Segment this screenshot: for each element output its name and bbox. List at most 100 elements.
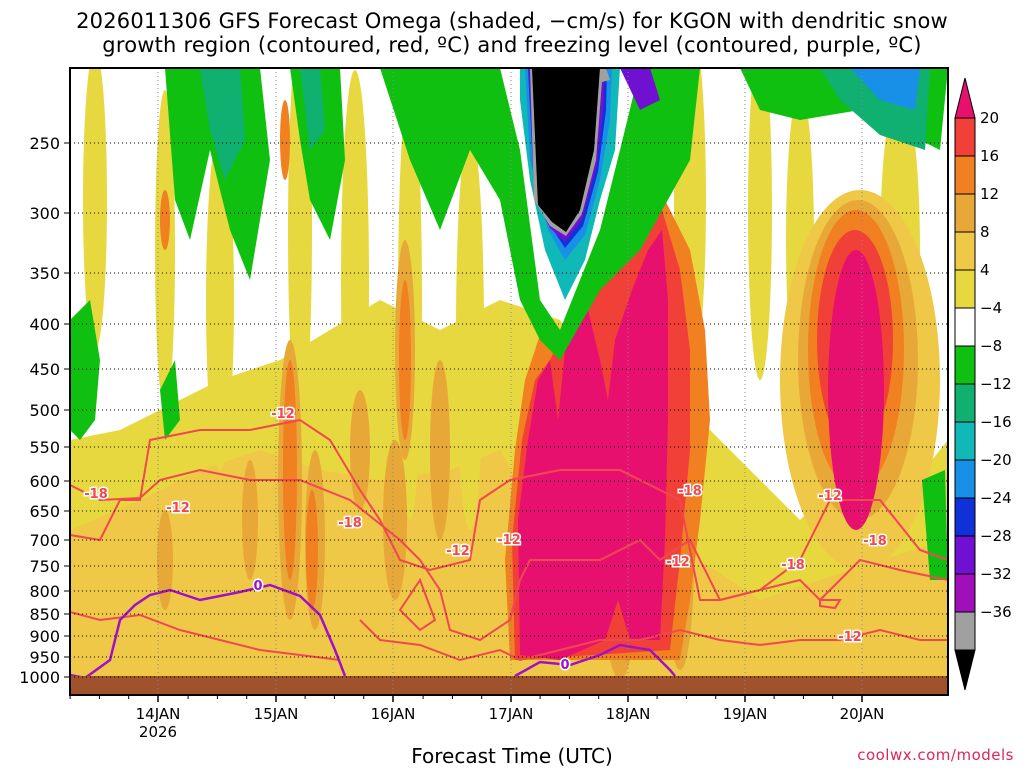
chart-title: 2026011306 GFS Forecast Omega (shaded, −…	[76, 9, 948, 33]
dendritic-contour	[359, 619, 948, 662]
colorbar-swatch	[954, 345, 976, 385]
x-axis: 14JAN 15JAN 16JAN 17JAN 18JAN 19JAN 20JAN 2026	[69, 695, 885, 741]
omega-shade-strong-down	[620, 68, 660, 110]
x-tick-label: 19JAN	[723, 705, 768, 723]
colorbar-label: −20	[980, 451, 1012, 469]
colorbar-swatch	[954, 231, 976, 271]
contour-layer	[70, 418, 948, 680]
omega-shade-extreme-down	[600, 68, 610, 82]
x-tick-label: 20JAN	[840, 705, 885, 723]
dendritic-contour-label: -12	[446, 544, 470, 559]
colorbar-label: 4	[980, 261, 990, 279]
omega-shade-weak-down	[160, 360, 180, 440]
y-tick-label: 600	[29, 472, 60, 491]
contour-labels: -18 -12 -12 -18 -12 -12 -18 -12 -18 -12 -18 -12 0 0	[83, 406, 889, 675]
colorbar-label: −28	[980, 527, 1012, 545]
y-tick-label: 350	[29, 264, 60, 283]
omega-shade-17jan-core	[518, 230, 668, 660]
omega-shade-moderate	[430, 360, 450, 540]
freezing-contour	[514, 643, 676, 678]
omega-shade-weak-down	[70, 300, 100, 440]
omega-shade-moderate	[157, 510, 173, 610]
omega-shade-weak-down	[290, 68, 345, 240]
colorbar-top-arrow	[954, 77, 976, 119]
y-tick-label: 850	[29, 605, 60, 624]
colorbar-label: −24	[980, 489, 1012, 507]
y-tick-label: 400	[29, 315, 60, 334]
x-tick-label: 14JAN	[136, 705, 181, 723]
x-year-label: 2026	[139, 723, 177, 741]
colorbar-swatch	[954, 117, 976, 157]
y-tick-label: 1000	[19, 668, 60, 687]
dendritic-contour-label: -18	[338, 516, 362, 531]
colorbar-swatch	[954, 155, 976, 195]
y-tick-label: 450	[29, 360, 60, 379]
colorbar: 20 16 12 8 4 −4 −8 −12 −16 −20 −24 −28 −32 −36	[954, 77, 1012, 691]
omega-shading	[70, 68, 948, 680]
omega-shade-moderate	[350, 390, 370, 510]
colorbar-swatch	[954, 307, 976, 347]
dendritic-contour-label: -12	[818, 489, 842, 504]
y-tick-label: 950	[29, 648, 60, 667]
colorbar-label: −4	[980, 299, 1002, 317]
omega-shade-weak-down	[380, 68, 700, 360]
y-tick-label: 750	[29, 557, 60, 576]
omega-shade-column	[341, 70, 369, 490]
y-tick-label: 250	[29, 134, 60, 153]
dendritic-contour-label: -18	[84, 487, 108, 502]
colorbar-label: 16	[980, 147, 999, 165]
omega-shade-strong	[160, 190, 170, 250]
colorbar-bottom-arrow	[954, 649, 976, 691]
colorbar-label: 12	[980, 185, 999, 203]
y-tick-label: 650	[29, 502, 60, 521]
freezing-contour	[70, 583, 347, 680]
grid-lines	[70, 68, 948, 695]
colorbar-swatch	[954, 611, 976, 651]
y-tick-label: 500	[29, 401, 60, 420]
x-tick-label: 18JAN	[606, 705, 651, 723]
colorbar-swatch	[954, 535, 976, 575]
colorbar-swatch	[954, 383, 976, 423]
omega-shade-moderate	[242, 460, 258, 580]
colorbar-swatch	[954, 459, 976, 499]
x-axis-label: Forecast Time (UTC)	[411, 744, 613, 768]
colorbar-label: 20	[980, 109, 999, 127]
omega-shade-strong	[280, 100, 290, 180]
colorbar-label: 8	[980, 223, 990, 241]
y-tick-label: 800	[29, 582, 60, 601]
chart-subtitle: growth region (contoured, red, ºC) and f…	[102, 33, 922, 57]
colorbar-swatch	[954, 421, 976, 461]
x-tick-label: 15JAN	[254, 705, 299, 723]
x-tick-label: 16JAN	[371, 705, 416, 723]
dendritic-contour-label: -18	[863, 534, 887, 549]
colorbar-label: −16	[980, 413, 1012, 431]
dendritic-contour	[70, 468, 948, 642]
credit-link[interactable]: coolwx.com/models	[857, 746, 1014, 764]
x-tick-label: 17JAN	[489, 705, 534, 723]
colorbar-swatch	[954, 269, 976, 309]
freezing-contour-label: 0	[253, 579, 262, 594]
y-tick-label: 300	[29, 204, 60, 223]
omega-shade-column	[83, 68, 107, 350]
dendritic-contour-label: -12	[166, 501, 190, 516]
dendritic-contour	[398, 577, 437, 632]
omega-shade-mod-down	[200, 68, 245, 180]
colorbar-label: −36	[980, 603, 1012, 621]
colorbar-label: −12	[980, 375, 1012, 393]
y-tick-label: 700	[29, 531, 60, 550]
omega-shade-moderate	[383, 440, 407, 600]
omega-shade-strong-down	[850, 68, 920, 110]
colorbar-swatch	[954, 497, 976, 537]
ground-terrain	[70, 676, 948, 695]
omega-shade-weak-down	[165, 68, 270, 280]
omega-shade-column	[748, 68, 772, 380]
dendritic-contour-label: -18	[781, 558, 805, 573]
dendritic-contour	[819, 599, 842, 610]
dendritic-contour-label: -18	[678, 484, 702, 499]
plot-frame	[69, 67, 949, 696]
dendritic-contour-label: -12	[271, 407, 295, 422]
dendritic-contour-label: -12	[838, 630, 862, 645]
freezing-contour-label: 0	[560, 658, 569, 673]
omega-shade-extreme-down	[532, 68, 600, 232]
